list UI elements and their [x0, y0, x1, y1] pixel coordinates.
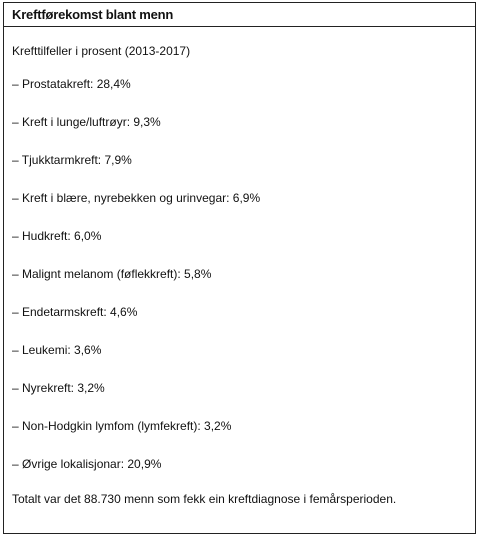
list-item: – Endetarmskreft: 4,6%	[12, 305, 138, 319]
list-item: – Øvrige lokalisjonar: 20,9%	[12, 457, 162, 471]
box-subtitle: Krefttilfeller i prosent (2013-2017)	[12, 44, 191, 58]
box-heading: Kreftførekomst blant menn	[12, 7, 174, 22]
heading-divider	[4, 26, 475, 27]
list-item: – Hudkreft: 6,0%	[12, 229, 102, 243]
list-item: – Kreft i blære, nyrebekken og urinvegar…	[12, 191, 261, 205]
list-item: – Kreft i lunge/luftrøyr: 9,3%	[12, 115, 161, 129]
list-item: – Tjukktarmkreft: 7,9%	[12, 153, 132, 167]
list-item: – Malignt melanom (føflekkreft): 5,8%	[12, 267, 212, 281]
cancer-list: – Prostatakreft: 28,4% – Kreft i lunge/l…	[12, 77, 260, 495]
info-box: Kreftførekomst blant menn Krefttilfeller…	[3, 2, 476, 534]
total-summary: Totalt var det 88.730 menn som fekk ein …	[12, 492, 397, 506]
list-item: – Non-Hodgkin lymfom (lymfekreft): 3,2%	[12, 419, 232, 433]
list-item: – Prostatakreft: 28,4%	[12, 77, 131, 91]
list-item: – Nyrekreft: 3,2%	[12, 381, 105, 395]
list-item: – Leukemi: 3,6%	[12, 343, 102, 357]
